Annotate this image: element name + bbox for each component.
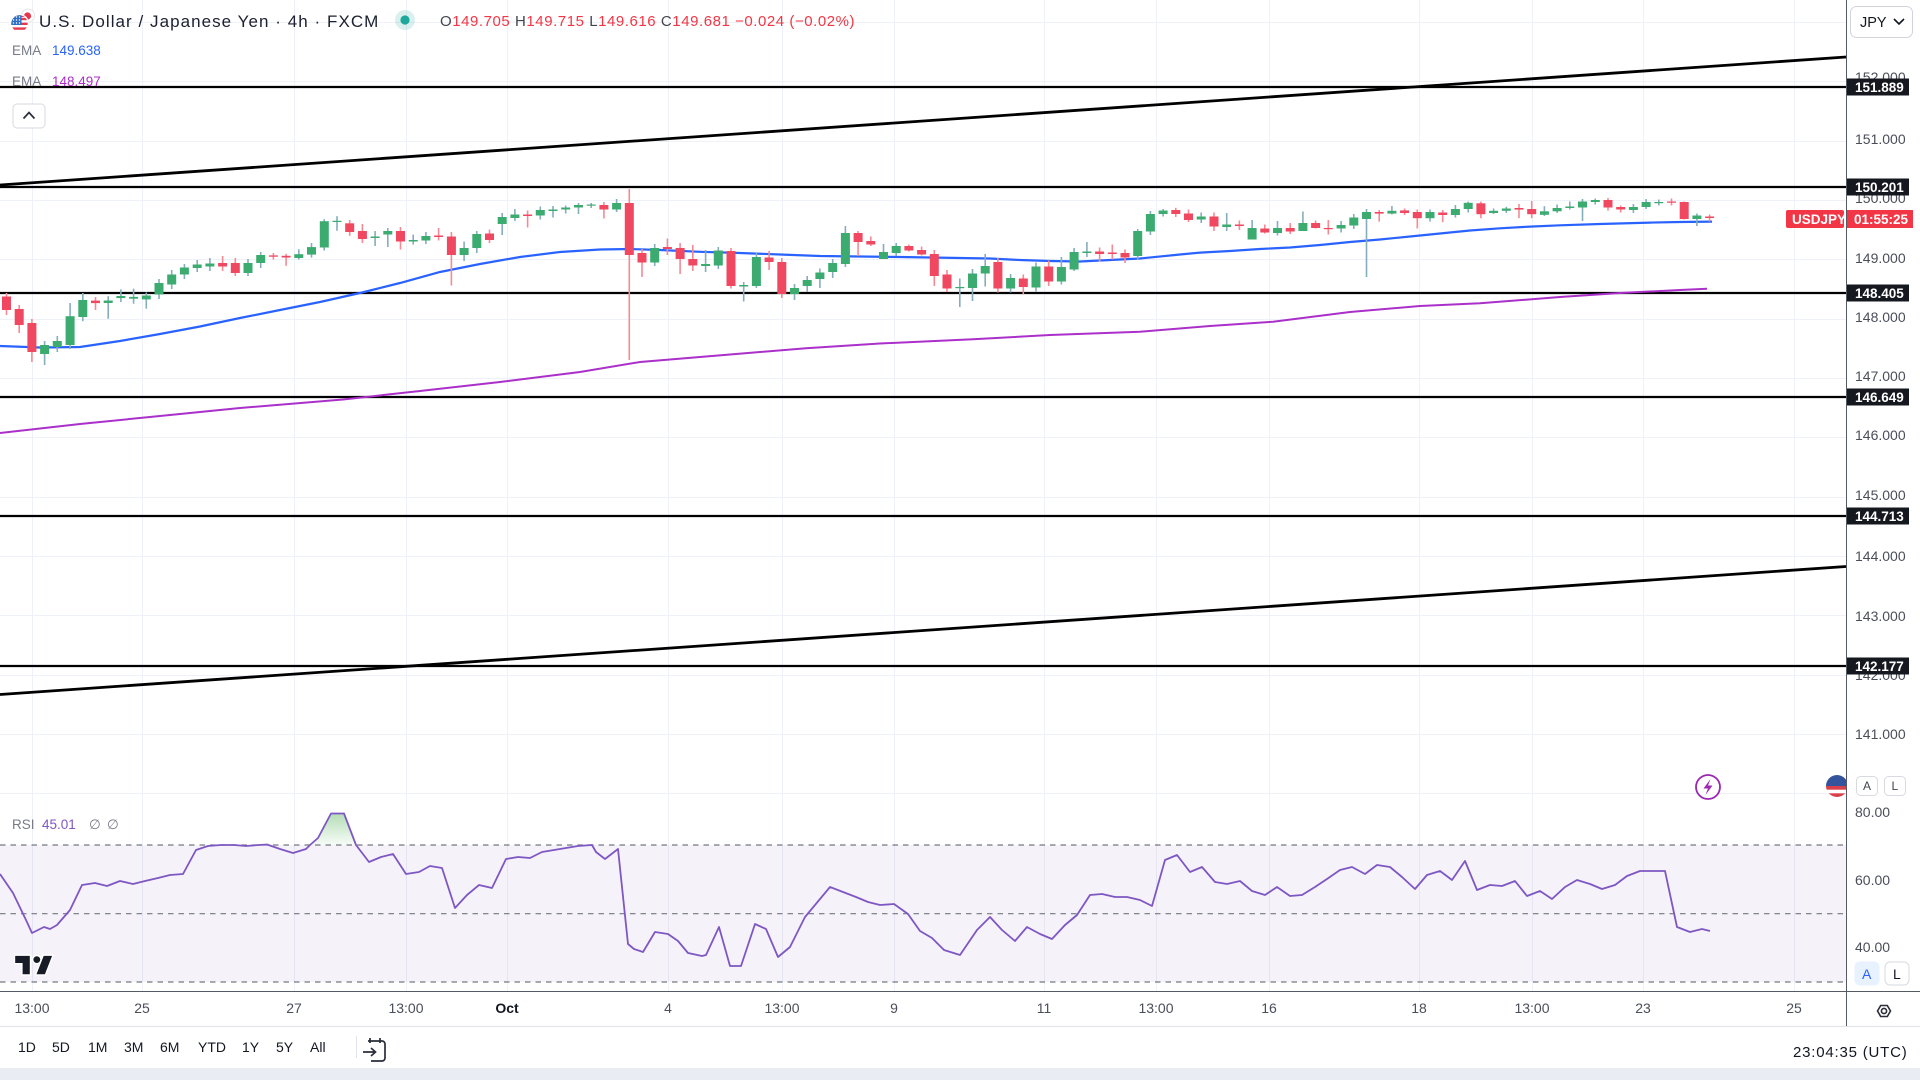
svg-text:U.S. Dollar / Japanese Yen · 4: U.S. Dollar / Japanese Yen · 4h · FXCM bbox=[39, 12, 379, 31]
svg-text:144.000: 144.000 bbox=[1855, 548, 1906, 564]
svg-text:5D: 5D bbox=[52, 1039, 70, 1055]
svg-text:9: 9 bbox=[890, 1000, 898, 1016]
svg-text:13:00: 13:00 bbox=[764, 1000, 799, 1016]
svg-text:1Y: 1Y bbox=[242, 1039, 260, 1055]
svg-text:3M: 3M bbox=[124, 1039, 143, 1055]
svg-text:143.000: 143.000 bbox=[1855, 608, 1906, 624]
svg-text:23: 23 bbox=[1635, 1000, 1651, 1016]
svg-text:146.000: 146.000 bbox=[1855, 427, 1906, 443]
svg-text:25: 25 bbox=[1786, 1000, 1802, 1016]
svg-text:142.177: 142.177 bbox=[1855, 659, 1904, 674]
svg-text:1D: 1D bbox=[18, 1039, 36, 1055]
svg-text:13:00: 13:00 bbox=[1514, 1000, 1549, 1016]
svg-text:YTD: YTD bbox=[198, 1039, 226, 1055]
svg-text:4: 4 bbox=[664, 1000, 672, 1016]
svg-text:1M: 1M bbox=[88, 1039, 107, 1055]
svg-text:151.889: 151.889 bbox=[1855, 80, 1904, 95]
svg-text:149.000: 149.000 bbox=[1855, 250, 1906, 266]
svg-text:146.649: 146.649 bbox=[1855, 390, 1904, 405]
svg-text:25: 25 bbox=[134, 1000, 150, 1016]
svg-text:141.000: 141.000 bbox=[1855, 726, 1906, 742]
svg-text:13:00: 13:00 bbox=[14, 1000, 49, 1016]
svg-text:13:00: 13:00 bbox=[388, 1000, 423, 1016]
svg-text:JPY: JPY bbox=[1860, 15, 1887, 31]
svg-text:80.00: 80.00 bbox=[1855, 804, 1890, 820]
svg-text:01:55:25: 01:55:25 bbox=[1854, 212, 1909, 227]
svg-text:27: 27 bbox=[286, 1000, 302, 1016]
svg-text:145.000: 145.000 bbox=[1855, 487, 1906, 503]
svg-text:11: 11 bbox=[1037, 1000, 1052, 1016]
svg-text:EMA 149.638: EMA 149.638 bbox=[12, 43, 101, 58]
svg-text:40.00: 40.00 bbox=[1855, 939, 1890, 955]
svg-text:23:04:35 (UTC): 23:04:35 (UTC) bbox=[1793, 1044, 1908, 1061]
svg-text:147.000: 147.000 bbox=[1855, 368, 1906, 384]
svg-text:148.405: 148.405 bbox=[1855, 286, 1904, 301]
svg-text:16: 16 bbox=[1261, 1000, 1277, 1016]
svg-text:144.713: 144.713 bbox=[1855, 509, 1904, 524]
svg-text:L: L bbox=[1892, 779, 1899, 793]
svg-text:A: A bbox=[1862, 966, 1872, 982]
svg-text:148.000: 148.000 bbox=[1855, 309, 1906, 325]
svg-text:EMA 148.497: EMA 148.497 bbox=[12, 74, 101, 89]
svg-text:13:00: 13:00 bbox=[1138, 1000, 1173, 1016]
svg-text:A: A bbox=[1863, 779, 1871, 793]
svg-text:All: All bbox=[310, 1039, 326, 1055]
svg-text:18: 18 bbox=[1411, 1000, 1427, 1016]
svg-text:151.000: 151.000 bbox=[1855, 131, 1906, 147]
svg-text:6M: 6M bbox=[160, 1039, 179, 1055]
svg-text:USDJPY: USDJPY bbox=[1792, 212, 1846, 227]
svg-text:60.00: 60.00 bbox=[1855, 872, 1890, 888]
svg-text:Oct: Oct bbox=[495, 1000, 519, 1016]
svg-text:150.201: 150.201 bbox=[1855, 180, 1904, 195]
svg-text:5Y: 5Y bbox=[276, 1039, 294, 1055]
svg-text:O149.705 H149.715 L149.616 C14: O149.705 H149.715 L149.616 C149.681 −0.0… bbox=[440, 13, 855, 30]
svg-text:L: L bbox=[1893, 966, 1901, 982]
